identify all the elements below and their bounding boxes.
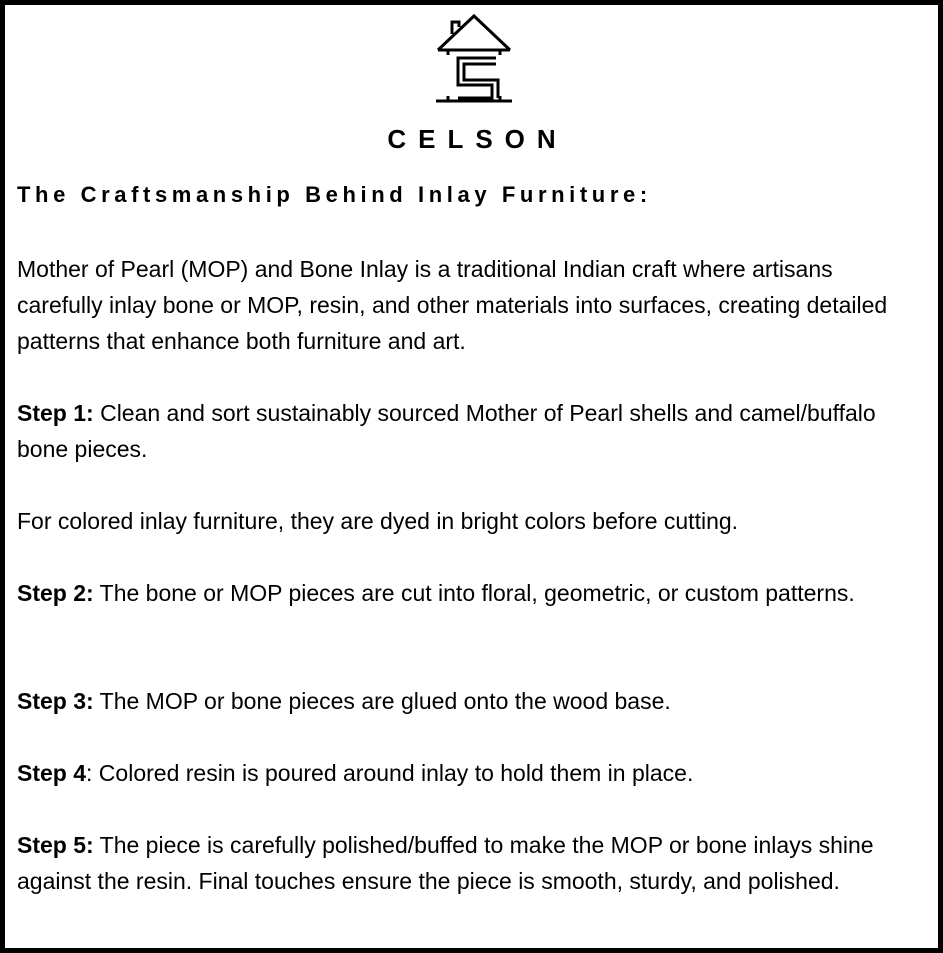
step-1: Step 1: Clean and sort sustainably sourc… <box>17 395 922 467</box>
step-label: Step 4 <box>17 760 87 786</box>
step-4: Step 4: Colored resin is poured around i… <box>17 755 922 791</box>
note-text: For colored inlay furniture, they are dy… <box>17 508 739 534</box>
step-text: : Colored resin is poured around inlay t… <box>86 760 694 786</box>
step-3: Step 3: The MOP or bone pieces are glued… <box>17 683 922 719</box>
step-label: Step 2: <box>17 580 94 606</box>
step-label: Step 1: <box>17 400 94 426</box>
step-text: The bone or MOP pieces are cut into flor… <box>93 580 855 606</box>
step-label: Step 3: <box>17 688 94 714</box>
step-text: The piece is carefully polished/buffed t… <box>17 832 874 894</box>
step-text: Clean and sort sustainably sourced Mothe… <box>17 400 876 462</box>
step-text: The MOP or bone pieces are glued onto th… <box>93 688 671 714</box>
brand-name: CELSON <box>387 124 568 154</box>
dye-note: For colored inlay furniture, they are dy… <box>17 503 922 539</box>
step-2: Step 2: The bone or MOP pieces are cut i… <box>17 575 922 611</box>
page-heading: The Craftsmanship Behind Inlay Furniture… <box>17 182 652 207</box>
intro-paragraph: Mother of Pearl (MOP) and Bone Inlay is … <box>17 256 888 354</box>
step-label: Step 5: <box>17 832 94 858</box>
house-c-logo-icon <box>436 13 512 103</box>
step-5: Step 5: The piece is carefully polished/… <box>17 827 922 899</box>
